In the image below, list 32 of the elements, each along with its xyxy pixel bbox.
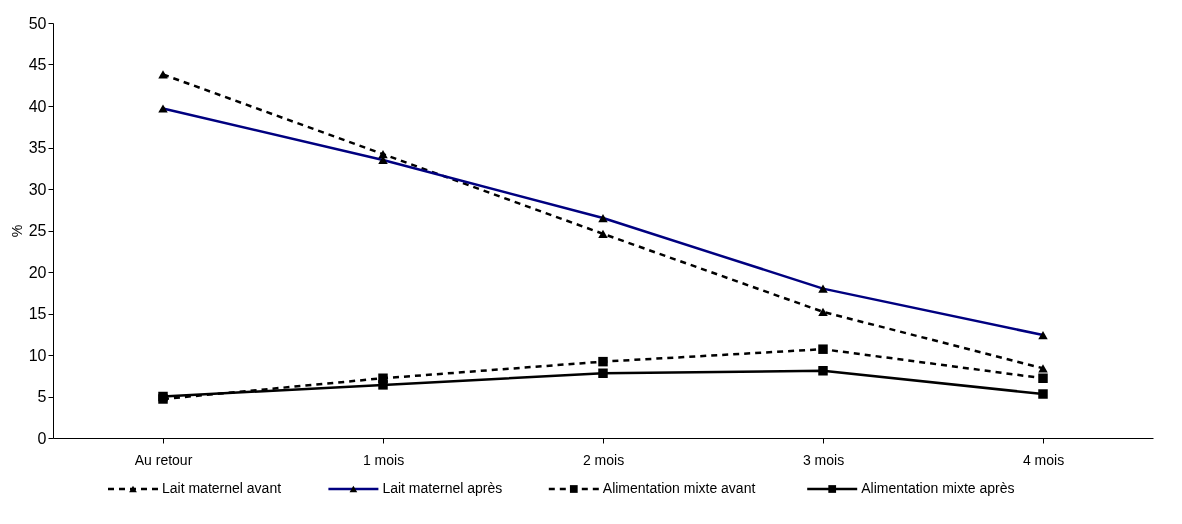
point — [1038, 389, 1048, 399]
y-tick-label: 40 — [28, 97, 47, 115]
y-tick-label: 45 — [28, 56, 47, 73]
point — [1038, 364, 1048, 373]
x-tick-label: 3 mois — [802, 451, 845, 468]
legend-label: Lait maternel avant — [162, 480, 282, 496]
x-tick-label: Au retour — [134, 451, 193, 468]
y-tick-label: 25 — [28, 222, 47, 239]
point — [818, 344, 828, 354]
point — [1038, 373, 1048, 383]
point — [158, 70, 168, 79]
point — [598, 356, 608, 367]
point — [818, 366, 828, 376]
x-tick-label: 2 mois — [582, 451, 625, 468]
y-tick-label: 5 — [37, 388, 47, 405]
y-tick-label: 20 — [28, 263, 47, 281]
y-tick-label: 30 — [28, 180, 47, 198]
y-tick-label: 15 — [28, 305, 47, 322]
point — [598, 229, 608, 238]
point — [818, 307, 828, 316]
legend-label: Lait maternel après — [382, 480, 503, 496]
x-tick-label: 4 mois — [1022, 451, 1065, 468]
point — [378, 380, 388, 390]
point — [598, 368, 608, 378]
legend-label: Alimentation mixte avant — [602, 480, 756, 496]
y-tick-label: 10 — [28, 346, 47, 364]
y-tick-label: 0 — [37, 429, 47, 447]
y-tick-label: 35 — [28, 139, 47, 156]
x-tick-label: 1 mois — [362, 451, 405, 468]
y-tick-label: 50 — [28, 14, 47, 32]
legend-label: Alimentation mixte après — [861, 480, 1015, 496]
y-axis-title: % — [8, 224, 25, 238]
